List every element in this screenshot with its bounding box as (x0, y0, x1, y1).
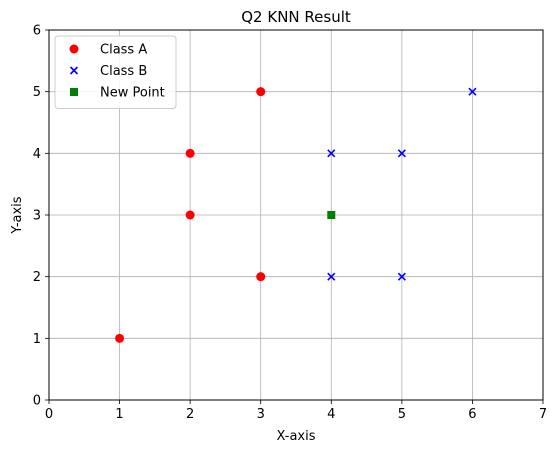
x-marker-stroke (327, 149, 336, 158)
x-tick-label: 7 (539, 407, 547, 422)
class-a-point (185, 148, 195, 158)
y-tick-label: 2 (33, 270, 41, 285)
x-axis-label: X-axis (277, 429, 316, 444)
class-b-point (327, 272, 336, 281)
x-tick-label: 4 (327, 407, 335, 422)
x-tick-label: 6 (468, 407, 476, 422)
legend-label-class-b: Class B (100, 64, 147, 79)
y-tick-label: 3 (33, 209, 41, 224)
class-b-point (468, 87, 477, 96)
class-a-point (256, 87, 266, 97)
class-a-point (115, 333, 125, 343)
legend-marker-class-b (69, 66, 79, 75)
x-tick-label: 3 (257, 407, 265, 422)
class-b-point (327, 149, 336, 158)
y-tick-label: 6 (33, 24, 41, 39)
axis-ticks: 0 1 2 3 4 5 6 7 0 1 2 3 4 5 6 (33, 24, 547, 423)
y-tick-label: 4 (33, 147, 41, 162)
x-marker-stroke (397, 149, 406, 158)
class-b-point (397, 149, 406, 158)
x-tick-label: 0 (45, 407, 53, 422)
legend-box (54, 35, 177, 109)
x-tick-label: 5 (398, 407, 406, 422)
x-tick-label: 2 (186, 407, 194, 422)
x-tick-label: 1 (115, 407, 123, 422)
x-marker-stroke (397, 272, 406, 281)
legend-label-class-a: Class A (100, 43, 147, 58)
x-marker-stroke (468, 87, 477, 96)
class-a-point (185, 210, 195, 220)
class-a-point (256, 272, 266, 282)
new-point-point (327, 211, 336, 219)
class-b-point (397, 272, 406, 281)
legend-label-new-point: New Point (100, 86, 165, 101)
legend-marker-class-a (69, 44, 79, 54)
y-tick-label: 0 (33, 394, 41, 409)
y-tick-label: 1 (33, 332, 41, 347)
y-tick-label: 5 (33, 85, 41, 100)
legend-marker-new-point (70, 88, 78, 96)
x-marker-stroke (69, 66, 79, 75)
y-axis-label: Y-axis (10, 196, 25, 234)
chart-title: Q2 KNN Result (241, 8, 351, 26)
x-marker-stroke (327, 272, 336, 281)
data-points (115, 87, 477, 343)
legend: Class A Class B New Point (54, 35, 177, 109)
